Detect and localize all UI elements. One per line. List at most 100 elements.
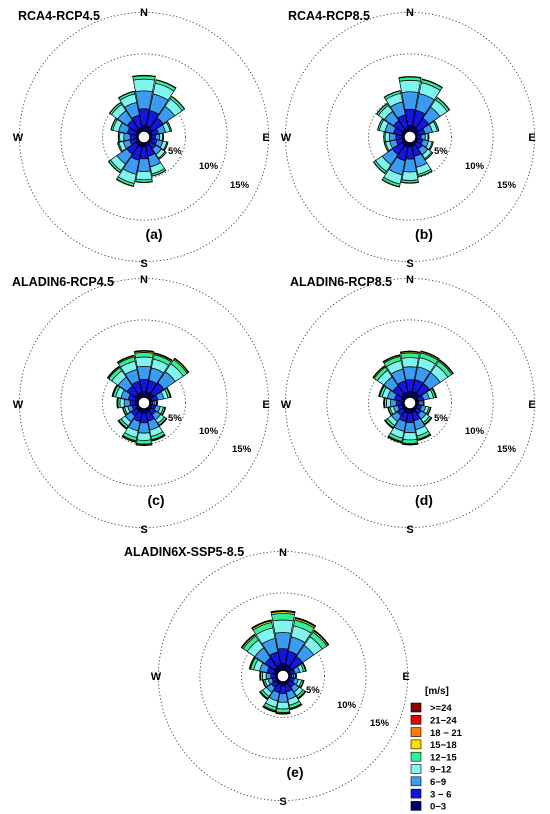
- compass-west-label: W: [151, 671, 162, 683]
- speed-bin-segment: [401, 443, 419, 446]
- compass-east-label: E: [528, 399, 535, 411]
- speed-bin-segment: [107, 160, 121, 174]
- petal-247.5-deg: [387, 403, 406, 416]
- petal-22.5-deg: [144, 352, 173, 399]
- ring-15-percent: [18, 11, 270, 263]
- panel-label: (c): [147, 492, 164, 508]
- ring-15-percent: [284, 11, 536, 263]
- windrose-plot: [157, 550, 409, 802]
- compass-west-label: W: [13, 132, 24, 144]
- legend-swatch: [410, 714, 422, 725]
- petal-67.5-deg: [414, 387, 437, 403]
- speed-bin-segment: [117, 90, 135, 99]
- legend-entry: 18 − 21: [410, 727, 463, 739]
- petal-157.5-deg: [144, 141, 167, 177]
- petal-180-deg: [135, 408, 153, 446]
- panel-title: ALADIN6X-SSP5-8.5: [124, 545, 244, 559]
- legend-entry: 21−24: [410, 714, 457, 727]
- speed-bin-segment: [166, 387, 172, 398]
- speed-bin-segment: [439, 359, 454, 374]
- petal-270-deg: [116, 397, 139, 409]
- panel-title: ALADIN6-RCP8.5: [290, 275, 392, 289]
- panel-label: (e): [286, 764, 303, 780]
- ring-10-percent: [199, 592, 367, 760]
- speed-bin-segment: [390, 399, 397, 407]
- speed-bin-segment: [251, 619, 272, 629]
- legend-label: >=24: [430, 703, 452, 714]
- speed-bin-segment: [167, 121, 173, 132]
- petal-247.5-deg: [262, 676, 279, 688]
- speed-bin-segment: [132, 74, 156, 78]
- speed-bin-segment: [275, 713, 291, 715]
- speed-bin-segment: [259, 691, 268, 700]
- petal-202.5-deg: [387, 407, 410, 444]
- petal-202.5-deg: [262, 680, 283, 713]
- petal-45-deg: [146, 95, 186, 135]
- speed-bin-segment: [123, 132, 131, 142]
- petal-45-deg: [285, 629, 330, 674]
- legend-label: 6−9: [430, 777, 446, 788]
- speed-bin-segment: [117, 142, 122, 153]
- petal-225-deg: [117, 405, 142, 430]
- speed-bin-segment: [135, 90, 153, 110]
- ring-label-5: 5%: [434, 413, 448, 424]
- ring-label-15: 15%: [497, 444, 517, 455]
- speed-bin-segment: [116, 354, 135, 363]
- panel-label: (a): [145, 226, 162, 242]
- legend-entry: >=24: [410, 702, 452, 714]
- speed-bin-segment: [402, 431, 418, 441]
- speed-bin-segment: [110, 118, 117, 131]
- windrose-panel-a: RCA4-RCP4.5 N E S W 5% 10% 15% (a): [13, 7, 270, 270]
- speed-bin-segment: [399, 79, 421, 93]
- speed-bin-segment: [117, 131, 120, 143]
- compass-east-label: E: [262, 132, 269, 144]
- speed-bin-segment: [403, 158, 417, 173]
- legend-label: 18 − 21: [430, 728, 463, 739]
- speed-bin-segment: [171, 95, 186, 110]
- speed-bin-segment: [265, 672, 272, 680]
- petal-315-deg: [106, 365, 142, 401]
- calm-center: [137, 130, 151, 144]
- ring-label-10: 10%: [199, 426, 219, 437]
- petal-112.5-deg: [287, 676, 305, 689]
- petal-135-deg: [412, 405, 433, 426]
- petal-180-deg: [135, 142, 153, 184]
- speed-bin-segment: [135, 356, 153, 368]
- panel-label: (d): [415, 492, 433, 508]
- legend-swatch: [410, 801, 422, 811]
- compass-north-label: N: [406, 274, 414, 286]
- speed-bin-segment: [135, 181, 153, 184]
- windrose-panel-b: RCA4-RCP8.5 N E S W 5% 10% 15% (b): [281, 7, 536, 270]
- petal-157.5-deg: [410, 141, 433, 178]
- speed-bin-segment: [106, 365, 120, 379]
- speed-bin-segment: [377, 118, 383, 131]
- speed-bin-segment: [154, 352, 173, 361]
- speed-bin-segment: [398, 76, 422, 79]
- petal-337.5-deg: [383, 90, 410, 133]
- legend-swatch: [410, 702, 422, 713]
- ring-label-10: 10%: [465, 161, 485, 172]
- petal-45-deg: [412, 96, 451, 135]
- compass-north-label: N: [406, 7, 414, 19]
- petal-0-deg: [132, 74, 156, 132]
- speed-bin-segment: [424, 417, 433, 426]
- petal-292.5-deg: [248, 656, 279, 676]
- legend-swatch: [410, 739, 422, 750]
- speed-bin-segment: [313, 629, 330, 646]
- ring-label-15: 15%: [230, 180, 250, 191]
- ring-label-10: 10%: [465, 426, 485, 437]
- speed-bin-segment: [271, 613, 295, 622]
- petal-112.5-deg: [148, 403, 167, 416]
- legend-swatch: [410, 751, 422, 762]
- petal-135-deg: [412, 139, 434, 161]
- speed-bin-segment: [417, 170, 433, 178]
- compass-east-label: E: [528, 132, 535, 144]
- speed-bin-segment: [138, 422, 150, 434]
- speed-bin-segment: [300, 679, 305, 689]
- petal-0-deg: [398, 76, 422, 132]
- speed-bin-segment: [425, 152, 434, 161]
- speed-bin-segment: [384, 131, 391, 143]
- windrose-panel-e: ALADIN6X-SSP5-8.5 N E S W 5% 10% 15% (e): [124, 545, 410, 808]
- compass-east-label: E: [402, 671, 409, 683]
